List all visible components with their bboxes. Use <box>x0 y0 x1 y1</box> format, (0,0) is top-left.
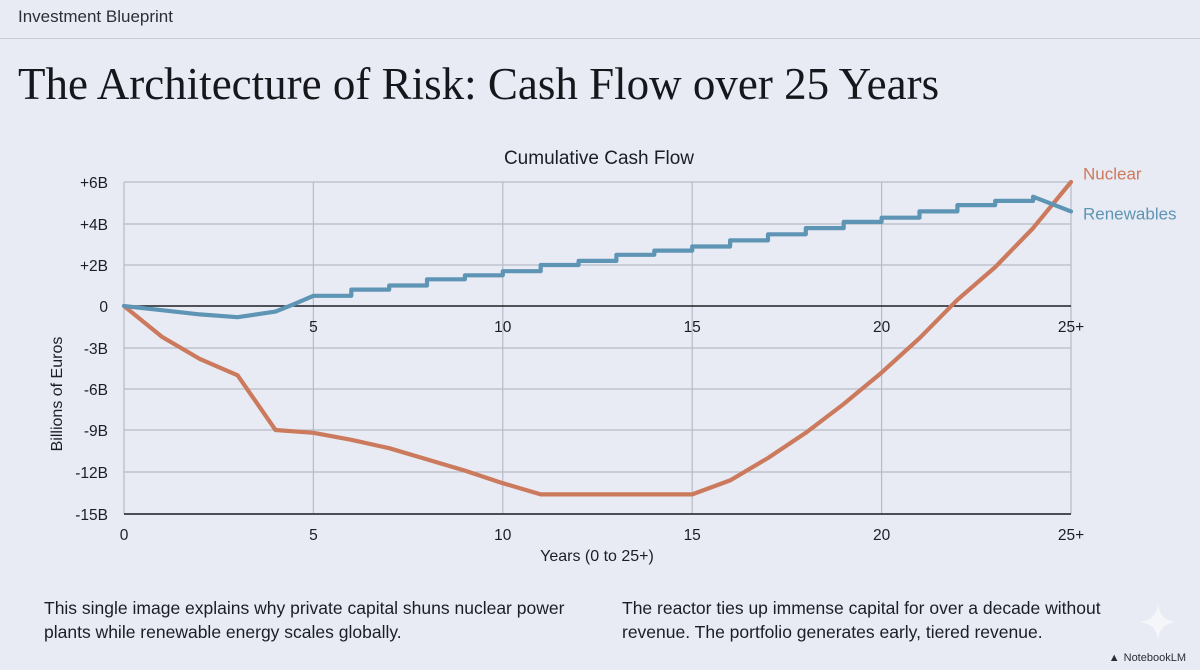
y-axis-label: Billions of Euros <box>49 337 66 452</box>
y-tick-label: -12B <box>75 465 108 482</box>
cash-flow-chart: Cumulative Cash Flow +6B +4B +2B 0 -3B -6B -9B… <box>49 148 1177 565</box>
brand-name: NotebookLM <box>1123 652 1186 664</box>
zero-axis-tick-label: 20 <box>873 319 891 336</box>
x-axis-label: Years (0 to 25+) <box>540 548 654 565</box>
series-line-renewables <box>121 194 1074 320</box>
x-tick-label: 10 <box>494 527 512 544</box>
y-tick-label: -15B <box>75 507 108 524</box>
legend-label-nuclear: Nuclear <box>1083 165 1142 184</box>
x-tick-label: 20 <box>873 527 891 544</box>
x-tick-label: 0 <box>120 527 129 544</box>
page-title: The Architecture of Risk: Cash Flow over… <box>18 59 940 109</box>
caption-right: The reactor ties up immense capital for … <box>622 598 1101 642</box>
series-line-nuclear <box>121 179 1074 497</box>
notebooklm-logo-icon: ▲ <box>1108 652 1120 664</box>
y-tick-label: +4B <box>80 217 108 234</box>
x-tick-label: 5 <box>309 527 318 544</box>
y-tick-label: +6B <box>80 175 108 192</box>
y-tick-label: -3B <box>84 341 108 358</box>
caption-left: This single image explains why private c… <box>44 598 565 642</box>
chart-title: Cumulative Cash Flow <box>504 148 694 169</box>
zero-axis-tick-label: 5 <box>309 319 318 336</box>
zero-axis-tick-label: 15 <box>684 319 701 336</box>
y-tick-label: -9B <box>84 423 108 440</box>
chart-series <box>121 179 1074 497</box>
legend-label-renewables: Renewables <box>1083 205 1177 224</box>
header-label: Investment Blueprint <box>18 7 173 26</box>
y-tick-label: -6B <box>84 382 108 399</box>
chart-grid <box>123 181 1072 515</box>
x-tick-label: 15 <box>684 527 701 544</box>
chart-axes <box>124 305 1071 515</box>
x-tick-label: 25+ <box>1058 527 1084 544</box>
zero-axis-tick-label: 25+ <box>1058 319 1084 336</box>
y-tick-label: +2B <box>80 258 108 275</box>
y-tick-label: 0 <box>99 299 108 316</box>
chart-labels: +6B +4B +2B 0 -3B -6B -9B -12B -15B 0 5 10 15 20 25+ 5 1… <box>75 165 1176 544</box>
header-divider <box>0 38 1200 39</box>
zero-axis-tick-label: 10 <box>494 319 512 336</box>
brand-badge: ▲ NotebookLM <box>1109 652 1186 664</box>
sparkle-icon <box>1140 604 1176 640</box>
